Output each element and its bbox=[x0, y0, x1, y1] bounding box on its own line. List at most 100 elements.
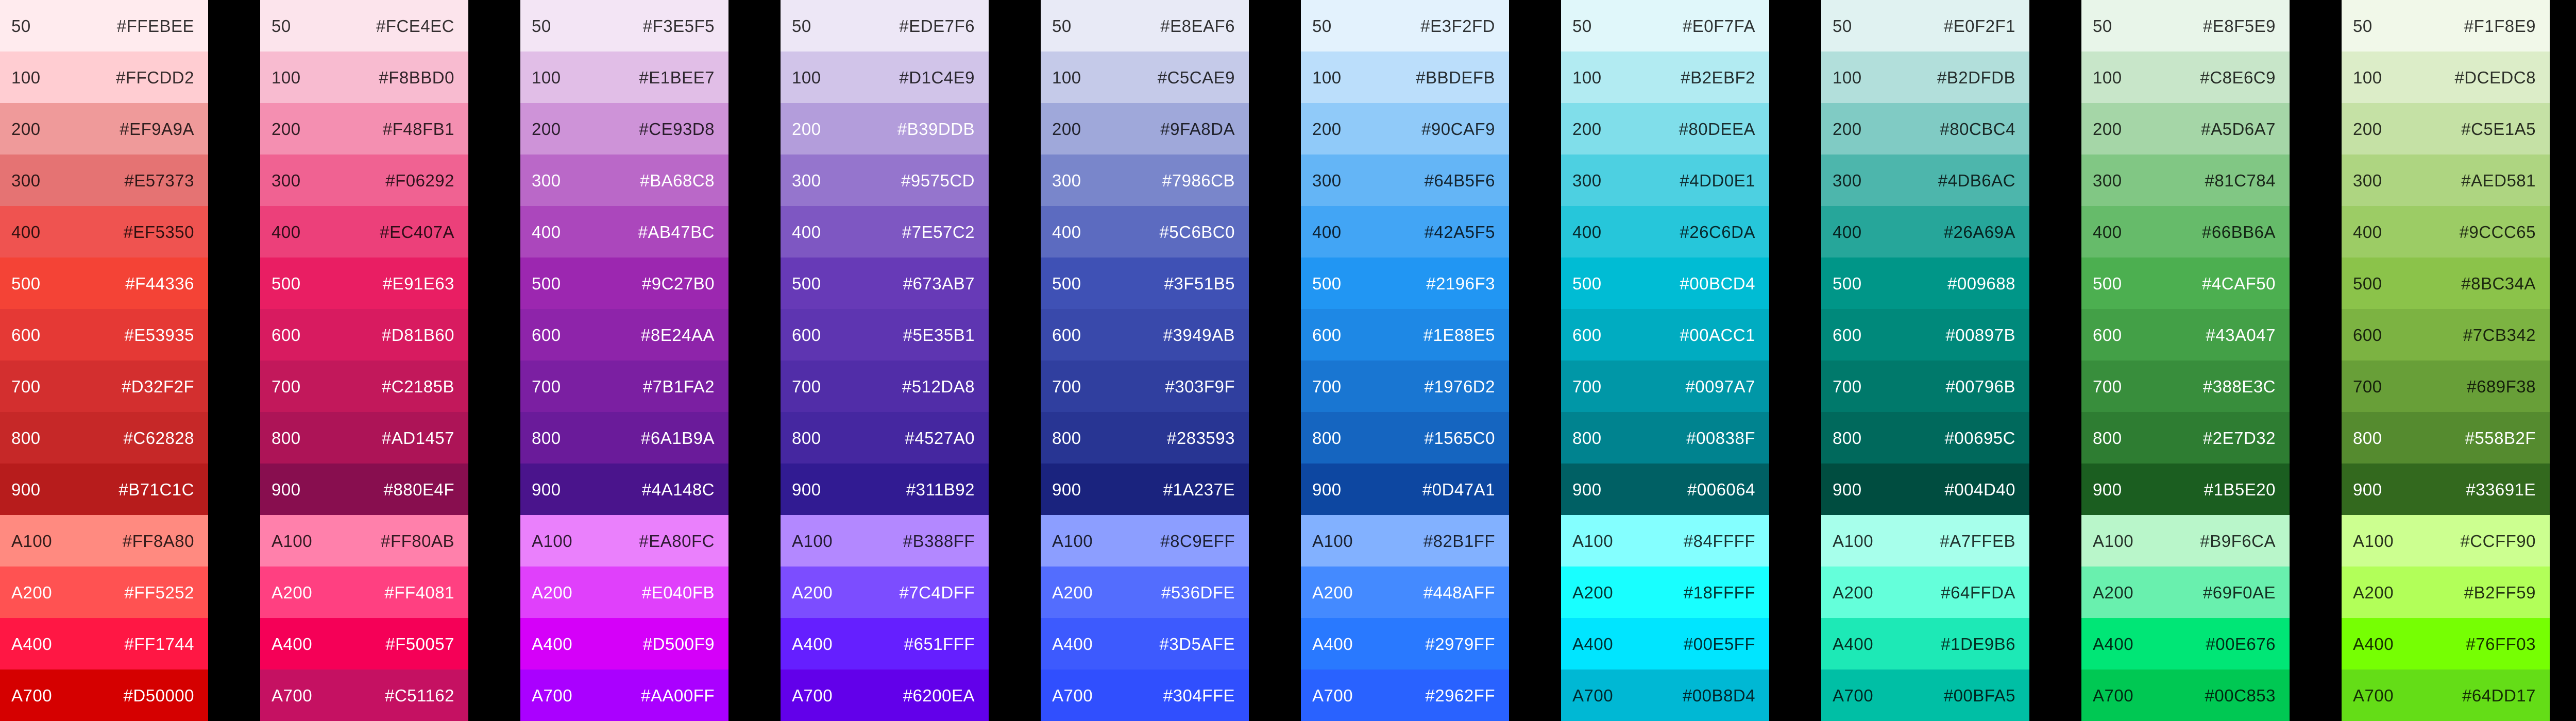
shade-label: 500 bbox=[532, 273, 561, 293]
shade-label: 800 bbox=[1312, 428, 1342, 448]
swatch-red-500: 500 #F44336 bbox=[0, 258, 208, 309]
shade-label: 200 bbox=[272, 119, 301, 139]
hex-value: #00838F bbox=[1686, 428, 1755, 448]
shade-label: 700 bbox=[792, 376, 821, 396]
shade-label: A400 bbox=[11, 634, 53, 654]
swatch-indigo-900: 900 #1A237E bbox=[1041, 464, 1249, 515]
hex-value: #00796B bbox=[1945, 376, 2015, 396]
swatch-indigo-300: 300 #7986CB bbox=[1041, 154, 1249, 206]
shade-label: 800 bbox=[532, 428, 561, 448]
shade-label: 200 bbox=[11, 119, 41, 139]
hex-value: #00ACC1 bbox=[1680, 325, 1755, 345]
shade-label: A200 bbox=[1312, 582, 1353, 602]
swatch-pink-A100: A100 #FF80AB bbox=[260, 515, 468, 566]
shade-label: 100 bbox=[2353, 67, 2382, 87]
hex-value: #84FFFF bbox=[1683, 531, 1755, 551]
swatch-light-green-300: 300 #AED581 bbox=[2342, 154, 2550, 206]
hex-value: #7C4DFF bbox=[899, 582, 975, 602]
shade-label: A400 bbox=[792, 634, 833, 654]
hex-value: #00BFA5 bbox=[1943, 685, 2015, 705]
hex-value: #6A1B9A bbox=[641, 428, 715, 448]
shade-label: 400 bbox=[532, 222, 561, 242]
shade-label: A100 bbox=[11, 531, 53, 551]
swatch-pink-A700: A700 #C51162 bbox=[260, 670, 468, 721]
shade-label: 200 bbox=[1312, 119, 1342, 139]
shade-label: 600 bbox=[1312, 325, 1342, 345]
swatch-cyan-200: 200 #80DEEA bbox=[1561, 103, 1769, 154]
swatch-cyan-300: 300 #4DD0E1 bbox=[1561, 154, 1769, 206]
swatch-teal-800: 800 #00695C bbox=[1821, 412, 2029, 464]
hex-value: #283593 bbox=[1167, 428, 1235, 448]
shade-label: 700 bbox=[532, 376, 561, 396]
hex-value: #FF1744 bbox=[124, 634, 194, 654]
hex-value: #90CAF9 bbox=[1421, 119, 1495, 139]
hex-value: #F06292 bbox=[385, 170, 454, 190]
swatch-cyan-600: 600 #00ACC1 bbox=[1561, 309, 1769, 360]
swatch-pink-200: 200 #F48FB1 bbox=[260, 103, 468, 154]
hex-value: #C2185B bbox=[381, 376, 454, 396]
shade-label: 300 bbox=[1572, 170, 1602, 190]
swatch-red-900: 900 #B71C1C bbox=[0, 464, 208, 515]
swatch-red-A200: A200 #FF5252 bbox=[0, 566, 208, 618]
hex-value: #B2FF59 bbox=[2464, 582, 2536, 602]
swatch-pink-50: 50 #FCE4EC bbox=[260, 0, 468, 52]
hex-value: #EDE7F6 bbox=[899, 16, 975, 36]
palette-column-cyan: 50 #E0F7FA 100 #B2EBF2 200 #80DEEA 300 #4DD0E1 4… bbox=[1561, 0, 1769, 721]
palette-column-indigo: 50 #E8EAF6 100 #C5CAE9 200 #9FA8DA 300 #7986CB 4… bbox=[1041, 0, 1249, 721]
shade-label: 600 bbox=[272, 325, 301, 345]
swatch-indigo-50: 50 #E8EAF6 bbox=[1041, 0, 1249, 52]
swatch-red-100: 100 #FFCDD2 bbox=[0, 52, 208, 103]
shade-label: 100 bbox=[792, 67, 821, 87]
swatch-light-green-600: 600 #7CB342 bbox=[2342, 309, 2550, 360]
hex-value: #42A5F5 bbox=[1424, 222, 1495, 242]
shade-label: 400 bbox=[272, 222, 301, 242]
hex-value: #536DFE bbox=[1161, 582, 1235, 602]
hex-value: #512DA8 bbox=[902, 376, 975, 396]
hex-value: #CCFF90 bbox=[2460, 531, 2536, 551]
swatch-deep-purple-A200: A200 #7C4DFF bbox=[781, 566, 989, 618]
swatch-indigo-600: 600 #3949AB bbox=[1041, 309, 1249, 360]
swatch-light-green-A700: A700 #64DD17 bbox=[2342, 670, 2550, 721]
shade-label: A200 bbox=[1572, 582, 1614, 602]
swatch-red-700: 700 #D32F2F bbox=[0, 360, 208, 412]
shade-label: 500 bbox=[272, 273, 301, 293]
palette-column-pink: 50 #FCE4EC 100 #F8BBD0 200 #F48FB1 300 #F06292 4… bbox=[260, 0, 468, 721]
swatch-cyan-A100: A100 #84FFFF bbox=[1561, 515, 1769, 566]
swatch-light-green-100: 100 #DCEDC8 bbox=[2342, 52, 2550, 103]
hex-value: #FCE4EC bbox=[376, 16, 454, 36]
swatch-deep-purple-200: 200 #B39DDB bbox=[781, 103, 989, 154]
hex-value: #8BC34A bbox=[2461, 273, 2536, 293]
shade-label: A400 bbox=[1572, 634, 1614, 654]
swatch-pink-400: 400 #EC407A bbox=[260, 206, 468, 258]
shade-label: 50 bbox=[2093, 16, 2112, 36]
shade-label: 100 bbox=[1572, 67, 1602, 87]
swatch-teal-300: 300 #4DB6AC bbox=[1821, 154, 2029, 206]
shade-label: 700 bbox=[11, 376, 41, 396]
shade-label: 400 bbox=[2353, 222, 2382, 242]
shade-label: 600 bbox=[11, 325, 41, 345]
hex-value: #B2EBF2 bbox=[1681, 67, 1755, 87]
swatch-purple-A400: A400 #D500F9 bbox=[520, 618, 728, 670]
hex-value: #76FF03 bbox=[2466, 634, 2536, 654]
swatch-purple-300: 300 #BA68C8 bbox=[520, 154, 728, 206]
shade-label: A100 bbox=[272, 531, 313, 551]
swatch-blue-A400: A400 #2979FF bbox=[1301, 618, 1509, 670]
shade-label: A200 bbox=[1052, 582, 1093, 602]
swatch-green-A400: A400 #00E676 bbox=[2081, 618, 2290, 670]
swatch-light-green-500: 500 #8BC34A bbox=[2342, 258, 2550, 309]
shade-label: A100 bbox=[532, 531, 573, 551]
swatch-teal-500: 500 #009688 bbox=[1821, 258, 2029, 309]
shade-label: 200 bbox=[532, 119, 561, 139]
shade-label: A700 bbox=[1052, 685, 1093, 705]
hex-value: #A5D6A7 bbox=[2201, 119, 2276, 139]
shade-label: 200 bbox=[792, 119, 821, 139]
swatch-indigo-A200: A200 #536DFE bbox=[1041, 566, 1249, 618]
swatch-purple-A700: A700 #AA00FF bbox=[520, 670, 728, 721]
swatch-cyan-500: 500 #00BCD4 bbox=[1561, 258, 1769, 309]
shade-label: 500 bbox=[2353, 273, 2382, 293]
swatch-pink-300: 300 #F06292 bbox=[260, 154, 468, 206]
shade-label: 200 bbox=[1052, 119, 1081, 139]
hex-value: #7986CB bbox=[1162, 170, 1235, 190]
hex-value: #82B1FF bbox=[1423, 531, 1495, 551]
hex-value: #F1F8E9 bbox=[2464, 16, 2536, 36]
